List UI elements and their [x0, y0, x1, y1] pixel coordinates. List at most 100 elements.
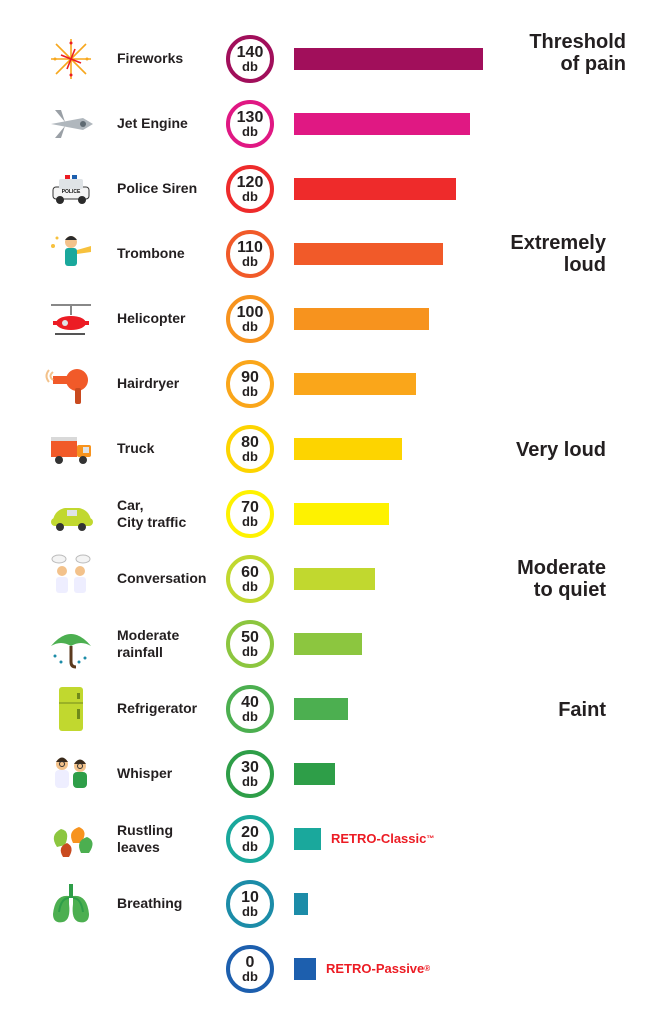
db-unit: db [242, 255, 258, 268]
bar-cell [294, 360, 626, 408]
bar-cell: Threshold of pain [294, 35, 626, 83]
chart-row: Rustling leaves20dbRETRO-Classic™ [38, 810, 626, 867]
chart-row: Helicopter 100db [38, 290, 626, 347]
source-label: Hairdryer [117, 375, 212, 391]
lungs-icon [38, 878, 103, 930]
bar [294, 113, 470, 135]
chart-row: Moderate rainfall 50db [38, 615, 626, 672]
chart-row: Hairdryer 90db [38, 355, 626, 412]
bar-cell: Extremely loud [294, 230, 626, 278]
bar-cell [294, 880, 626, 928]
bar-cell [294, 490, 626, 538]
bar-cell: RETRO-Classic™ [294, 815, 626, 863]
db-circle: 50db [226, 620, 274, 668]
bar [294, 48, 483, 70]
db-unit: db [242, 840, 258, 853]
chart-row: Truck 80db Very loud [38, 420, 626, 477]
db-circle: 100db [226, 295, 274, 343]
db-circle: 0db [226, 945, 274, 993]
loudness-category: Very loud [516, 439, 606, 461]
jet-icon [38, 98, 103, 150]
bar-cell: Very loud [294, 425, 626, 473]
bar-cell [294, 165, 626, 213]
db-unit: db [242, 385, 258, 398]
product-label: RETRO-Classic™ [331, 831, 434, 846]
chart-row: Breathing 10db [38, 875, 626, 932]
bar [294, 178, 456, 200]
whisper-icon [38, 748, 103, 800]
trombone-player-icon [38, 228, 103, 280]
db-circle: 10db [226, 880, 274, 928]
leaves-icon [38, 813, 103, 865]
fireworks-icon [38, 33, 103, 85]
source-label: Helicopter [117, 310, 212, 326]
bar [294, 568, 375, 590]
source-label: Refrigerator [117, 700, 212, 716]
chart-row: Trombone 110db Extremely loud [38, 225, 626, 282]
chart-row: Car, City traffic 70db [38, 485, 626, 542]
source-label: Breathing [117, 895, 212, 911]
chart-row: 0db RETRO-Passive® [38, 940, 626, 997]
db-circle: 30db [226, 750, 274, 798]
source-label: Conversation [117, 570, 212, 586]
db-circle: 90db [226, 360, 274, 408]
db-unit: db [242, 450, 258, 463]
bar-cell [294, 295, 626, 343]
umbrella-rain-icon [38, 618, 103, 670]
db-circle: 20db [226, 815, 274, 863]
db-unit: db [242, 320, 258, 333]
source-label: Fireworks [117, 50, 212, 66]
db-unit: db [242, 580, 258, 593]
refrigerator-icon [38, 683, 103, 735]
bar [294, 958, 316, 980]
decibel-chart: Fireworks 140db Threshold of pain Jet Engin… [38, 30, 626, 997]
bar [294, 438, 402, 460]
bar [294, 503, 389, 525]
db-unit: db [242, 515, 258, 528]
bar [294, 308, 429, 330]
bar-cell [294, 620, 626, 668]
loudness-category: Threshold of pain [529, 31, 626, 75]
source-label: Trombone [117, 245, 212, 261]
bar [294, 243, 443, 265]
bar [294, 893, 308, 915]
bar-cell: Moderate to quiet [294, 555, 626, 603]
db-unit: db [242, 60, 258, 73]
db-unit: db [242, 970, 258, 983]
db-circle: 70db [226, 490, 274, 538]
db-circle: 140db [226, 35, 274, 83]
db-circle: 130db [226, 100, 274, 148]
empty-icon [38, 943, 103, 995]
bar [294, 698, 348, 720]
source-label: Jet Engine [117, 115, 212, 131]
chart-row: Jet Engine 130db [38, 95, 626, 152]
db-circle: 60db [226, 555, 274, 603]
loudness-category: Moderate to quiet [517, 557, 606, 601]
product-label: RETRO-Passive® [326, 961, 430, 976]
db-circle: 120db [226, 165, 274, 213]
source-label: Moderate rainfall [117, 627, 212, 659]
db-unit: db [242, 125, 258, 138]
helicopter-icon [38, 293, 103, 345]
db-unit: db [242, 775, 258, 788]
db-unit: db [242, 905, 258, 918]
chart-row: Refrigerator40dbFaint [38, 680, 626, 737]
source-label: Whisper [117, 765, 212, 781]
car-icon [38, 488, 103, 540]
police-car-icon: POLICE [38, 163, 103, 215]
chart-row: Fireworks 140db Threshold of pain [38, 30, 626, 87]
source-label: Car, City traffic [117, 497, 212, 529]
db-circle: 80db [226, 425, 274, 473]
bar-cell: RETRO-Passive® [294, 945, 626, 993]
bar [294, 633, 362, 655]
db-unit: db [242, 190, 258, 203]
bar [294, 828, 321, 850]
bar-cell [294, 750, 626, 798]
two-people-talking-icon [38, 553, 103, 605]
bar [294, 763, 335, 785]
db-circle: 110db [226, 230, 274, 278]
source-label: Truck [117, 440, 212, 456]
source-label: Police Siren [117, 180, 212, 196]
chart-row: POLICE Police Siren 120db [38, 160, 626, 217]
svg-text:POLICE: POLICE [61, 189, 80, 195]
